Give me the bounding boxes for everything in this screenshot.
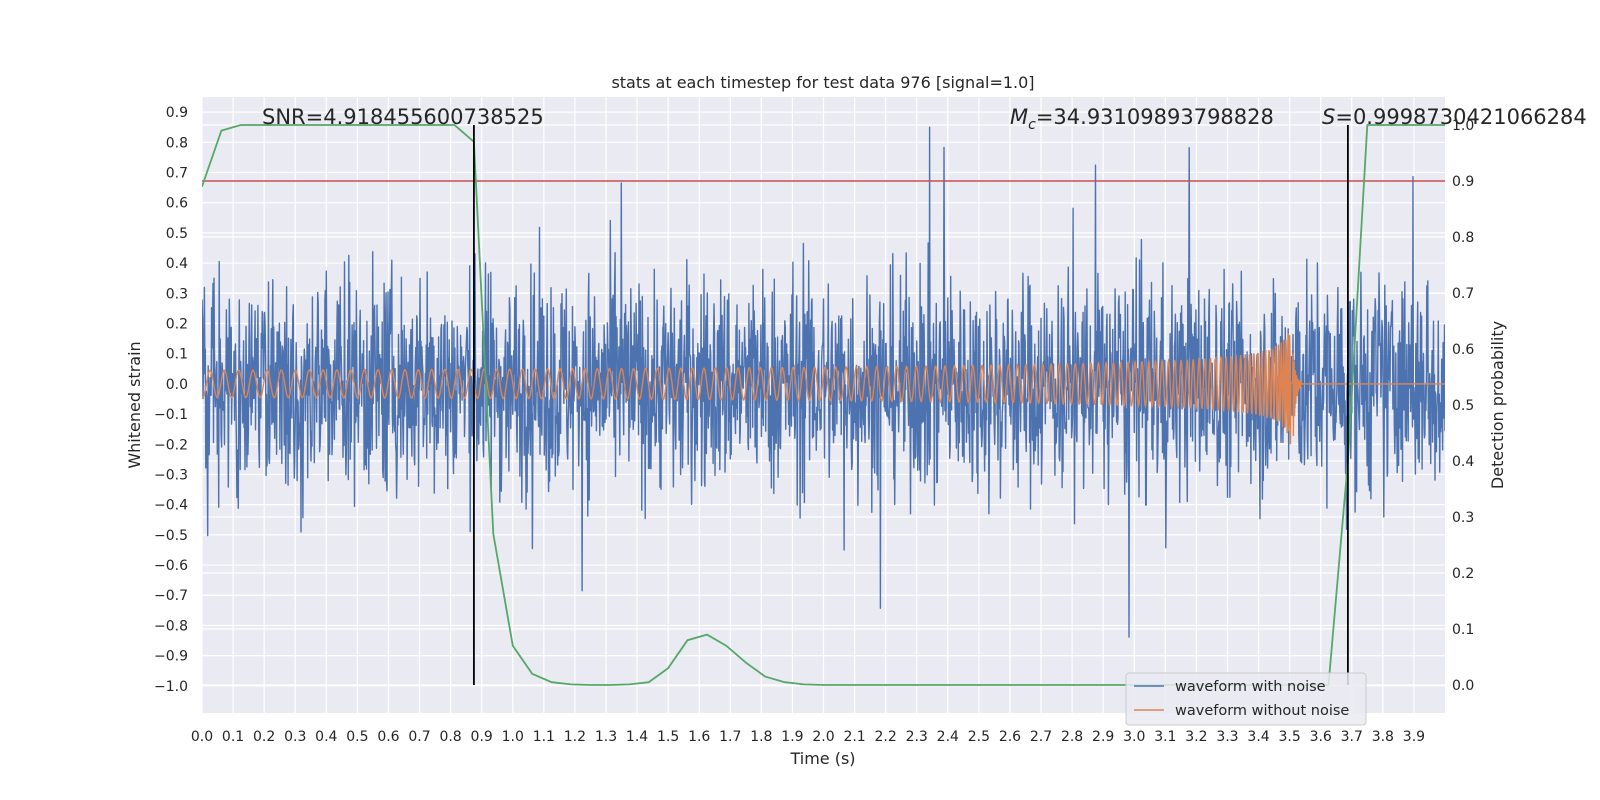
x-tick-label: 0.7 — [408, 729, 430, 745]
x-tick-label: 1.5 — [657, 729, 679, 745]
x-tick-label: 3.2 — [1185, 729, 1207, 745]
y-tick-label: −0.3 — [154, 467, 188, 483]
y2-tick-label: 1.0 — [1452, 118, 1474, 134]
y-tick-label: −0.9 — [154, 649, 188, 665]
chirp-mass-value: =34.93109893798828 — [1036, 105, 1274, 129]
x-tick-label: 3.6 — [1310, 729, 1332, 745]
y2-tick-label: 0.2 — [1452, 566, 1474, 582]
x-tick-label: 2.9 — [1092, 729, 1114, 745]
x-tick-label: 2.3 — [906, 729, 928, 745]
y-axis-ticks: 0.9 0.8 0.7 0.6 0.5 0.4 0.3 0.2 0.1 0.0 −0.1 −0.2 −0… — [154, 105, 188, 695]
y-tick-label: 0.5 — [166, 226, 188, 242]
chirp-mass-subscript: c — [1028, 117, 1036, 133]
y-tick-label: −0.7 — [154, 588, 188, 604]
x-tick-label: 0.6 — [377, 729, 399, 745]
x-axis-label: Time (s) — [789, 749, 855, 768]
y-tick-label: 0.8 — [166, 135, 188, 151]
y-tick-label: −0.2 — [154, 437, 188, 453]
waveform-with-noise-series — [202, 126, 1445, 638]
y-tick-label: 0.1 — [166, 347, 188, 363]
y-tick-label: 0.4 — [166, 256, 188, 272]
x-tick-label: 3.9 — [1403, 729, 1425, 745]
y-tick-label: −0.4 — [154, 498, 188, 514]
vertical-markers — [473, 125, 1349, 685]
s-annotation: S=0.9998730421066284 — [1322, 105, 1587, 129]
legend-label-clean: waveform without noise — [1175, 703, 1349, 719]
y-tick-label: 0.9 — [166, 105, 188, 121]
x-tick-label: 2.1 — [843, 729, 865, 745]
x-tick-label: 3.4 — [1247, 729, 1269, 745]
x-tick-label: 3.5 — [1278, 729, 1300, 745]
x-tick-label: 3.1 — [1154, 729, 1176, 745]
y2-tick-label: 0.9 — [1452, 174, 1474, 190]
y2-tick-label: 0.0 — [1452, 678, 1474, 694]
y2-axis-ticks: 1.0 0.9 0.8 0.7 0.6 0.5 0.4 0.3 0.2 0.1 0.0 — [1452, 118, 1474, 694]
x-tick-label: 2.5 — [968, 729, 990, 745]
chart-title: stats at each timestep for test data 976… — [611, 73, 1034, 92]
x-tick-label: 1.8 — [750, 729, 772, 745]
y-tick-label: 0.6 — [166, 196, 188, 212]
y-tick-label: 0.0 — [166, 377, 188, 393]
x-tick-label: 1.9 — [781, 729, 803, 745]
legend-box — [1125, 672, 1367, 726]
snr-annotation: SNR=4.918455600738525 — [262, 105, 544, 129]
x-tick-label: 1.1 — [533, 729, 555, 745]
x-axis-ticks: 0.0 0.1 0.2 0.3 0.4 0.5 0.6 0.7 0.8 0.9 1.0 1.1 1.2 1… — [191, 729, 1425, 745]
x-tick-label: 3.8 — [1372, 729, 1394, 745]
y-tick-label: 0.7 — [166, 165, 188, 181]
x-tick-label: 0.2 — [253, 729, 275, 745]
y-tick-label: 0.3 — [166, 286, 188, 302]
x-tick-label: 0.8 — [439, 729, 461, 745]
y2-tick-label: 0.4 — [1452, 454, 1474, 470]
x-tick-label: 0.1 — [222, 729, 244, 745]
s-symbol: S — [1322, 105, 1335, 129]
x-tick-label: 3.3 — [1216, 729, 1238, 745]
x-tick-label: 2.8 — [1061, 729, 1083, 745]
y-tick-label: −0.1 — [154, 407, 188, 423]
x-tick-label: 2.6 — [999, 729, 1021, 745]
y2-tick-label: 0.8 — [1452, 230, 1474, 246]
y-tick-label: −1.0 — [154, 679, 188, 695]
noise-trace — [202, 126, 1445, 638]
x-tick-label: 2.4 — [937, 729, 959, 745]
y-tick-label: 0.2 — [166, 316, 188, 332]
y2-tick-label: 0.7 — [1452, 286, 1474, 302]
y2-tick-label: 0.3 — [1452, 510, 1474, 526]
y2-tick-label: 0.1 — [1452, 622, 1474, 638]
chirp-mass-symbol: M — [1010, 105, 1028, 129]
clean-waveform-trace — [202, 332, 1445, 445]
waveform-without-noise-series — [202, 332, 1445, 445]
x-tick-label: 0.5 — [346, 729, 368, 745]
y2-tick-label: 0.6 — [1452, 342, 1474, 358]
y2-tick-label: 0.5 — [1452, 398, 1474, 414]
y-tick-label: −0.6 — [154, 558, 188, 574]
x-tick-label: 1.0 — [502, 729, 524, 745]
chirp-mass-annotation: Mc=34.93109893798828 — [1010, 105, 1274, 133]
x-tick-label: 0.3 — [284, 729, 306, 745]
x-tick-label: 0.9 — [471, 729, 493, 745]
y2-axis-label: Detection probability — [1488, 321, 1507, 489]
x-tick-label: 2.7 — [1030, 729, 1052, 745]
x-tick-label: 1.4 — [626, 729, 648, 745]
x-tick-label: 2.0 — [812, 729, 834, 745]
x-tick-label: 1.3 — [595, 729, 617, 745]
y-tick-label: −0.5 — [154, 528, 188, 544]
legend-label-noise: waveform with noise — [1175, 679, 1326, 695]
x-tick-label: 2.2 — [875, 729, 897, 745]
x-tick-label: 0.4 — [315, 729, 337, 745]
x-tick-label: 1.2 — [564, 729, 586, 745]
y-axis-label: Whitened strain — [125, 341, 144, 468]
x-tick-label: 3.7 — [1341, 729, 1363, 745]
s-value: =0.9998730421066284 — [1335, 105, 1586, 129]
legend: waveform with noise waveform without noi… — [1125, 672, 1367, 726]
x-tick-label: 1.7 — [719, 729, 741, 745]
x-tick-label: 3.0 — [1123, 729, 1145, 745]
x-tick-label: 0.0 — [191, 729, 213, 745]
x-tick-label: 1.6 — [688, 729, 710, 745]
y-tick-label: −0.8 — [154, 618, 188, 634]
